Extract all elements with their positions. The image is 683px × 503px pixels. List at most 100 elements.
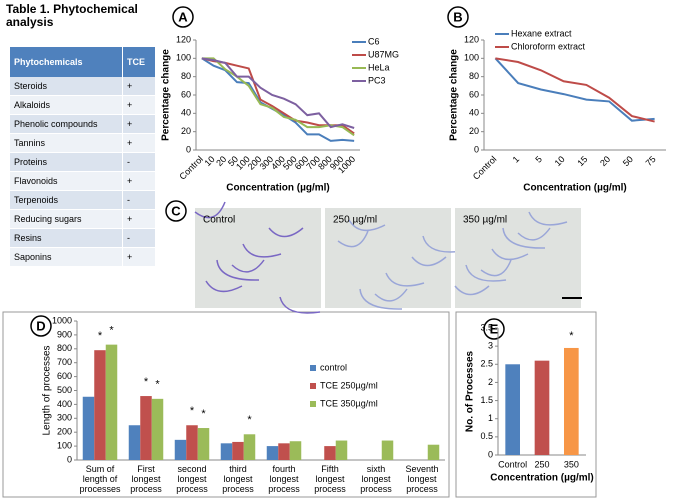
panel-badge: [483, 318, 505, 340]
x-tick-label: 10: [553, 154, 567, 168]
cell-process: [216, 259, 260, 281]
panel-badge: [172, 6, 194, 28]
table-cell: Terpenoids: [10, 190, 123, 210]
cell-process: [385, 272, 425, 287]
y-tick-label: 0: [474, 144, 479, 154]
image-label: Control: [203, 215, 235, 226]
table-row: Saponins +: [10, 247, 156, 267]
y-tick-label: 0: [488, 449, 493, 459]
table-header: Phytochemicals TCE: [10, 47, 156, 77]
significance-marker: *: [247, 414, 252, 426]
bar: [220, 443, 233, 460]
significance-marker: *: [201, 408, 206, 420]
bar: [335, 440, 348, 460]
x-tick-label: 5: [533, 154, 544, 165]
y-tick-label: 80: [181, 71, 191, 81]
table-cell: +: [122, 133, 156, 153]
table-cell: Tannins: [10, 133, 123, 153]
bar: [82, 396, 95, 460]
micrograph: [325, 208, 451, 308]
legend-label: PC3: [368, 75, 386, 85]
cell-process: [465, 264, 507, 282]
cell-process: [194, 201, 226, 219]
bar: [278, 443, 290, 460]
image-label: 250 µg/ml: [333, 215, 377, 226]
y-tick-label: 0.5: [480, 431, 493, 441]
table-cell: Resins: [10, 228, 123, 248]
table-cell: Alkaloids: [10, 95, 123, 115]
table-body: Steroids + Alkaloids + Phenolic compounds + Ta…: [10, 77, 156, 267]
x-tick-label: Fifth longest process: [314, 464, 346, 494]
table-cell: +: [122, 95, 156, 115]
y-tick-label: 500: [57, 385, 72, 395]
bar: [174, 439, 187, 460]
cell-process: [502, 227, 546, 249]
x-tick-label: third longest process: [222, 464, 254, 494]
x-tick-label: Control: [471, 154, 499, 182]
cell-process: [279, 296, 321, 314]
table-cell: +: [122, 247, 156, 267]
table-cell: Steroids: [10, 77, 123, 96]
table-cell: -: [122, 228, 156, 248]
micrograph-cells: [194, 201, 321, 314]
micrograph: [195, 208, 321, 308]
legend-label: Hexane extract: [511, 28, 572, 38]
legend-swatch: [310, 401, 316, 407]
table-cell: +: [122, 171, 156, 191]
bar: [186, 425, 198, 460]
x-tick-label: fourth longest process: [268, 464, 300, 494]
y-tick-label: 20: [181, 126, 191, 136]
x-tick-label: sixth longest process: [360, 464, 392, 494]
y-axis-label: Percentage change: [449, 49, 460, 141]
y-tick-label: 60: [469, 89, 479, 99]
panel-letter: A: [178, 9, 188, 24]
y-tick-label: 100: [57, 440, 72, 450]
significance-marker: *: [144, 376, 149, 388]
cell-process: [348, 219, 386, 232]
bar: [266, 446, 279, 460]
table-row: Tannins +: [10, 133, 156, 153]
y-tick-label: 2.5: [480, 359, 493, 369]
y-tick-label: 100: [464, 53, 479, 63]
y-tick-label: 1: [488, 413, 493, 423]
x-tick-label: 75: [644, 154, 658, 168]
y-tick-label: 1000: [52, 315, 72, 325]
cell-process: [242, 243, 282, 258]
series-line: [201, 57, 355, 142]
table-cell: Proteins: [10, 152, 123, 172]
legend-swatch: [310, 383, 316, 389]
legend-label: HeLa: [368, 62, 390, 72]
bar: [381, 440, 394, 460]
table-row: Resins -: [10, 228, 156, 248]
table: Phytochemicals TCE Steroids + Alkaloids + Phen…: [10, 47, 156, 267]
x-axis-label: Concentration (µg/ml): [490, 473, 594, 484]
y-tick-label: 100: [176, 53, 191, 63]
cell-process: [454, 285, 490, 296]
table-cell: -: [122, 190, 156, 210]
table-cell: +: [122, 209, 156, 229]
significance-marker: *: [155, 379, 160, 391]
bar: [505, 364, 520, 455]
y-tick-label: 40: [181, 108, 191, 118]
y-tick-label: 3.5: [480, 322, 493, 332]
table-cell: -: [122, 152, 156, 172]
y-tick-label: 80: [469, 71, 479, 81]
table-row: Reducing sugars +: [10, 209, 156, 229]
y-tick-label: 800: [57, 343, 72, 353]
x-tick-label: Control: [498, 459, 527, 469]
panel-letter: C: [171, 203, 181, 218]
legend-label: Chloroform extract: [511, 41, 586, 51]
y-tick-label: 300: [57, 413, 72, 423]
cell-process: [205, 280, 243, 293]
legend-label: C6: [368, 36, 380, 46]
x-tick-label: 250: [534, 459, 549, 469]
x-tick-label: 1: [511, 154, 522, 165]
x-axis-label: Concentration (µg/ml): [523, 183, 627, 194]
table-row: Flavonoids +: [10, 171, 156, 191]
panel-letter: E: [490, 321, 499, 336]
significance-marker: *: [98, 330, 103, 342]
bar: [232, 441, 244, 460]
bar: [94, 350, 106, 460]
table-header-cell: Phytochemicals: [10, 47, 123, 77]
x-tick-label: 20: [598, 154, 612, 168]
